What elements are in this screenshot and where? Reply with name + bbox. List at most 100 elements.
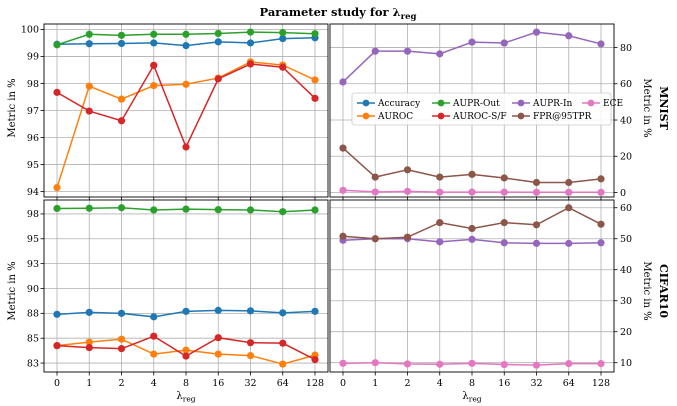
data-point (436, 360, 444, 368)
data-point (150, 206, 158, 214)
data-point (279, 339, 287, 347)
y-axis-label-mnist-right: Metric in % (641, 78, 652, 137)
x-tick-label: 64 (563, 378, 575, 389)
data-point (339, 232, 347, 240)
series-accuracy-mnist-left (53, 34, 319, 50)
legend-entry-ece: ECE (582, 99, 623, 109)
data-point (279, 63, 287, 71)
data-point (371, 235, 379, 243)
data-point (597, 220, 605, 228)
legend-label: AUROC-S/F (452, 112, 507, 122)
data-point (150, 332, 158, 340)
data-point (500, 188, 508, 196)
data-point (117, 345, 126, 353)
data-point (246, 39, 255, 47)
legend-marker (437, 112, 445, 120)
y-tick-label: 30 (620, 296, 632, 307)
plot-frame-cifar10-left (43, 199, 329, 373)
y-tick-label: 98 (27, 209, 39, 220)
series-fpr-95tpr-cifar10-right (339, 204, 605, 243)
legend-label: ECE (603, 99, 623, 109)
y-axis-label-mnist-left: Metric in % (7, 78, 18, 137)
legend-entry-fpr-95tpr: FPR@95TPR (512, 112, 592, 122)
data-point (85, 40, 93, 48)
data-point (532, 178, 541, 187)
data-point (85, 107, 93, 115)
x-tick-label: 128 (306, 378, 324, 389)
legend-marker (517, 112, 525, 120)
data-point (311, 307, 319, 315)
x-tick-label: 8 (469, 378, 475, 389)
data-point (468, 359, 476, 367)
data-point (371, 188, 379, 196)
data-point (53, 204, 61, 213)
data-point (214, 306, 222, 314)
data-point (371, 359, 379, 367)
figure-title-main: Parameter study for λ (260, 5, 401, 19)
y-tick-label: 40 (620, 115, 632, 126)
data-point (246, 351, 255, 360)
legend-entry-aupr-in: AUPR-In (512, 99, 573, 109)
x-tick-label: 16 (498, 378, 510, 389)
data-point (117, 204, 126, 212)
data-point (53, 183, 61, 192)
series-ece-cifar10-right (339, 359, 605, 369)
data-point (532, 221, 541, 229)
series-accuracy-cifar10-left (53, 306, 319, 321)
y-tick-label: 95 (27, 160, 39, 171)
series-auroc-s-f-mnist-left (53, 60, 319, 151)
x-tick-label: 4 (437, 378, 443, 389)
data-point (246, 339, 255, 347)
y-tick-label: 93 (27, 259, 39, 270)
data-point (117, 39, 126, 48)
data-point (436, 173, 444, 181)
data-point (532, 239, 541, 247)
data-point (53, 41, 61, 49)
legend-label: AUPR-In (532, 99, 573, 109)
data-point (85, 344, 93, 352)
data-point (279, 34, 287, 43)
data-point (597, 239, 605, 247)
y-tick-label: 99 (27, 52, 39, 63)
data-point (182, 352, 190, 360)
data-point (182, 30, 190, 38)
legend-entry-auroc-s-f: AUROC-S/F (432, 112, 507, 122)
legend-entry-accuracy: Accuracy (357, 99, 421, 109)
data-point (403, 233, 412, 241)
data-point (403, 187, 412, 195)
data-point (53, 342, 61, 350)
legend-marker (437, 99, 445, 107)
data-point (117, 309, 126, 317)
data-point (403, 360, 412, 368)
legend-label: AUROC (377, 112, 413, 122)
chart-panel-cifar10-right: 10 20 30 40 50 60 0 1 2 4 8 16 32 64 128 (329, 199, 632, 389)
data-point (532, 28, 541, 36)
data-point (150, 39, 158, 47)
data-point (339, 186, 347, 194)
y-tick-label: 10 (620, 358, 632, 369)
series-fpr-95tpr-mnist-right (339, 144, 605, 187)
y-tick-label: 98 (27, 79, 39, 90)
x-tick-label: 16 (212, 378, 224, 389)
data-point (311, 30, 319, 38)
data-point (279, 360, 287, 368)
y-tick-label: 0 (620, 188, 626, 199)
data-point (468, 224, 476, 233)
data-point (565, 178, 573, 187)
data-point (468, 170, 476, 178)
x-tick-label: 32 (244, 378, 256, 389)
figure-title-subscript: reg (401, 12, 417, 22)
x-tick-label: 32 (530, 378, 542, 389)
data-point (565, 32, 573, 40)
data-point (246, 60, 255, 68)
data-point (468, 38, 476, 46)
data-point (150, 82, 158, 90)
data-point (311, 355, 319, 364)
x-axis-label-left: λreg (176, 391, 195, 404)
data-point (117, 117, 126, 125)
data-point (214, 350, 222, 358)
data-point (214, 75, 222, 83)
data-point (565, 360, 573, 368)
data-point (565, 239, 573, 247)
